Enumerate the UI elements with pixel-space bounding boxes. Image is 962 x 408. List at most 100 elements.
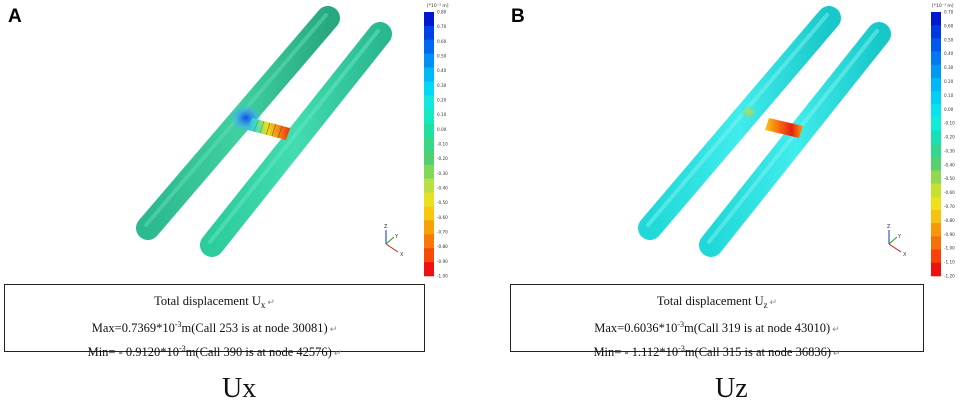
color-scale-band bbox=[424, 95, 434, 110]
color-scale-band bbox=[931, 249, 941, 264]
color-scale-band bbox=[424, 206, 434, 221]
result-caption-box: Total displacement Ux ↵ Max=0.7369*10-3m(… bbox=[4, 284, 425, 359]
color-scale-tick-label: -0.10 bbox=[437, 142, 448, 147]
color-scale-band bbox=[424, 178, 434, 193]
color-scale-tick-label: -0.50 bbox=[944, 176, 955, 181]
color-scale-tick-label: 0.30 bbox=[437, 83, 447, 88]
color-scale-band bbox=[424, 25, 434, 41]
color-scale-tick-label: -0.50 bbox=[437, 200, 448, 205]
color-scale-band bbox=[931, 236, 941, 250]
caption-min: Min= - 0.9120*10-3m(Call 390 is at node … bbox=[87, 344, 342, 359]
scale-unit-label: [*10⁻³ m] bbox=[932, 3, 954, 9]
color-scale-tick-label: 0.30 bbox=[944, 65, 954, 70]
color-scale-band bbox=[424, 248, 434, 263]
color-scale-tick-label: 0.20 bbox=[944, 79, 954, 84]
axis-x-label: X bbox=[400, 252, 404, 258]
axis-y-label: Y bbox=[897, 234, 902, 240]
color-scale-tick-label: -1.20 bbox=[944, 274, 955, 279]
color-scale-tick-label: -0.30 bbox=[944, 148, 955, 153]
color-scale-band bbox=[931, 170, 941, 184]
color-scale-tick-label: 0.20 bbox=[437, 98, 447, 103]
color-scale-tick-label: 0.50 bbox=[437, 54, 447, 59]
color-scale: 0.80 0.70 0.60 0.50 0.40 0.30 0.20 0.10 0.00 -0.1… bbox=[424, 10, 448, 279]
color-scale-tick-label: -0.80 bbox=[944, 218, 955, 223]
axis-triad: Z Y X bbox=[887, 224, 907, 258]
color-scale-band bbox=[931, 130, 941, 145]
axis-x-label: X bbox=[903, 252, 907, 258]
color-scale-tick-label: -0.30 bbox=[437, 171, 448, 176]
color-scale-tick-label: -0.20 bbox=[437, 156, 448, 161]
panel-b: B bbox=[481, 0, 962, 408]
color-scale-band bbox=[424, 67, 434, 82]
color-scale-tick-label: 0.00 bbox=[944, 107, 954, 112]
local-displacement-spot bbox=[741, 105, 757, 119]
color-scale-tick-label: 0.40 bbox=[944, 51, 954, 56]
color-scale: 0.70 0.60 0.50 0.40 0.30 0.20 0.10 0.00 -0.10 -0.… bbox=[931, 10, 955, 279]
color-scale-tick-label: 0.70 bbox=[944, 10, 954, 15]
color-scale-band bbox=[424, 262, 434, 277]
panel-label: Ux bbox=[222, 373, 257, 404]
pipe-left bbox=[638, 6, 841, 240]
panel-label: Uz bbox=[715, 373, 748, 404]
axis-z-label: Z bbox=[887, 224, 891, 230]
result-caption-box: Total displacement Uz ↵ Max=0.6036*10-3m(… bbox=[510, 284, 924, 359]
color-scale-tick-label: -0.60 bbox=[437, 215, 448, 220]
axis-z-label: Z bbox=[384, 224, 388, 230]
color-scale-band bbox=[424, 109, 434, 124]
color-scale-band bbox=[424, 234, 434, 249]
color-scale-band bbox=[424, 150, 434, 166]
color-scale-tick-label: -0.40 bbox=[944, 162, 955, 167]
color-scale-tick-label: -0.80 bbox=[437, 244, 448, 249]
color-scale-band bbox=[424, 137, 434, 152]
color-scale-band bbox=[931, 117, 941, 132]
displacement-contour-plot: 0.80 0.70 0.60 0.50 0.40 0.30 0.20 0.10 0.00 -0.1… bbox=[136, 3, 449, 279]
color-scale-band bbox=[931, 183, 941, 198]
caption-title: Total displacement Uz ↵ bbox=[656, 294, 778, 310]
color-scale-band bbox=[424, 123, 434, 138]
color-scale-band bbox=[931, 51, 941, 66]
color-scale-band bbox=[931, 64, 941, 79]
color-scale-band bbox=[424, 39, 434, 54]
color-scale-tick-label: -0.70 bbox=[944, 204, 955, 209]
color-scale-tick-label: 0.60 bbox=[437, 39, 447, 44]
color-scale-tick-label: -1.00 bbox=[944, 246, 955, 251]
panel-a: A bbox=[4, 3, 449, 404]
color-scale-tick-label: -0.90 bbox=[437, 259, 448, 264]
color-scale-tick-label: -0.60 bbox=[944, 190, 955, 195]
color-scale-tick-label: -1.10 bbox=[944, 260, 955, 265]
color-scale-tick-label: 0.60 bbox=[944, 23, 954, 28]
color-scale-band bbox=[931, 196, 941, 211]
color-scale-band bbox=[424, 192, 434, 207]
color-scale-tick-label: -0.70 bbox=[437, 230, 448, 235]
color-scale-tick-label: 0.50 bbox=[944, 37, 954, 42]
axis-triad: Z Y X bbox=[384, 224, 404, 258]
panel-letter: B bbox=[511, 6, 525, 27]
color-scale-tick-label: -0.10 bbox=[944, 121, 955, 126]
color-scale-band bbox=[424, 220, 434, 235]
color-scale-tick-label: 0.80 bbox=[437, 10, 447, 15]
scale-unit-label: [*10⁻³ m] bbox=[427, 3, 449, 9]
color-scale-tick-label: -0.40 bbox=[437, 186, 448, 191]
color-scale-band bbox=[931, 78, 941, 92]
connector-beam bbox=[248, 118, 290, 140]
color-scale-band bbox=[931, 91, 941, 105]
color-scale-tick-label: -1.00 bbox=[437, 274, 448, 279]
panel-letter: A bbox=[8, 6, 22, 27]
color-scale-band bbox=[931, 223, 941, 237]
color-scale-tick-label: 0.70 bbox=[437, 24, 447, 29]
color-scale-tick-label: 0.10 bbox=[944, 93, 954, 98]
color-scale-tick-label: 0.00 bbox=[437, 127, 447, 132]
color-scale-band bbox=[931, 25, 941, 39]
color-scale-band bbox=[424, 164, 434, 180]
color-scale-band bbox=[931, 262, 941, 277]
color-scale-band bbox=[424, 12, 434, 27]
color-scale-tick-label: -0.90 bbox=[944, 232, 955, 237]
color-scale-band bbox=[931, 38, 941, 52]
connector-beam bbox=[765, 118, 803, 138]
color-scale-tick-label: 0.10 bbox=[437, 112, 447, 117]
color-scale-band bbox=[931, 210, 941, 224]
color-scale-band bbox=[931, 12, 941, 26]
caption-max: Max=0.7369*10-3m(Call 253 is at node 300… bbox=[91, 320, 338, 335]
displacement-contour-plot: 0.70 0.60 0.50 0.40 0.30 0.20 0.10 0.00 -0.10 -0.… bbox=[638, 3, 955, 279]
axis-y-label: Y bbox=[394, 234, 399, 240]
